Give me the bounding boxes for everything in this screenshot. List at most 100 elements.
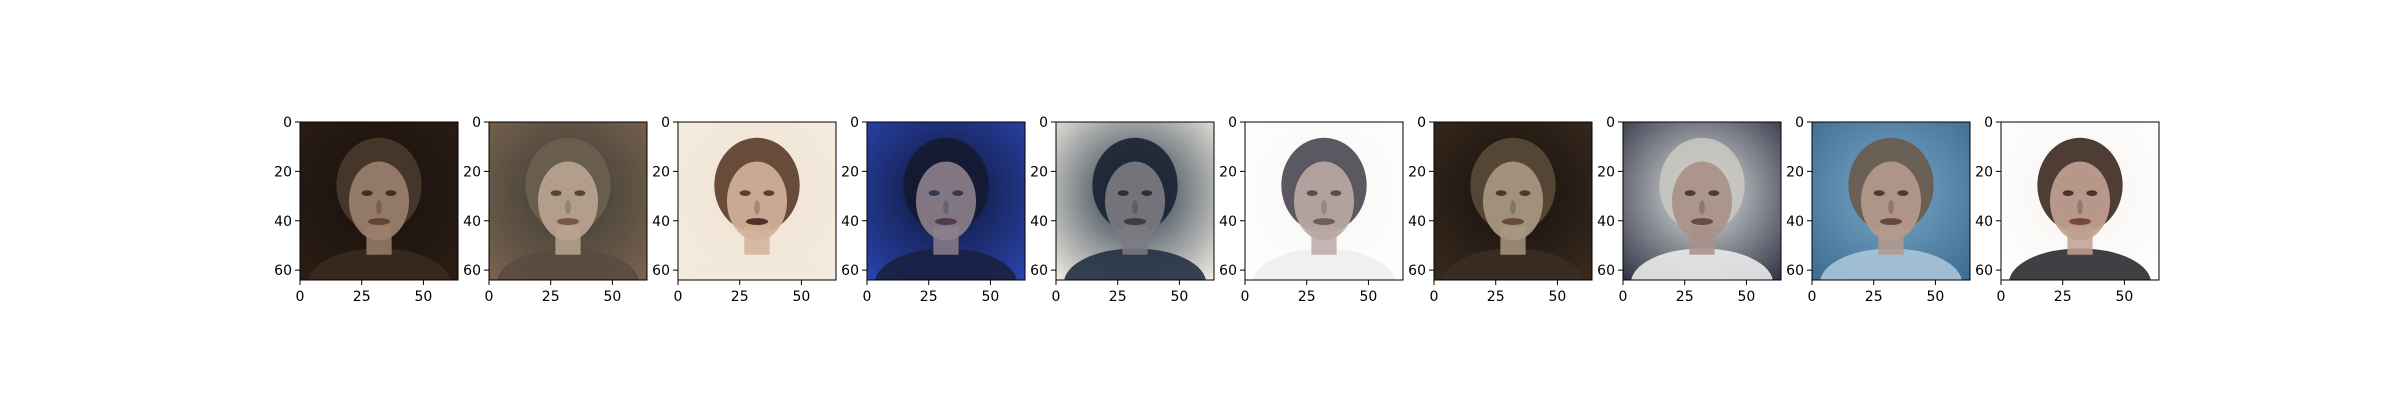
y-tick-label: 0 (850, 115, 859, 131)
x-tick-label: 0 (1808, 289, 1817, 305)
image-panel: 0 25 50 0 20 40 60 (1030, 115, 1215, 305)
x-tick-label: 25 (1676, 289, 1694, 305)
y-tick-label: 60 (1219, 263, 1237, 279)
x-tick-label: 50 (415, 289, 433, 305)
x-tick-label: 25 (1487, 289, 1505, 305)
x-tick-label: 0 (485, 289, 494, 305)
x-tick-label: 25 (1865, 289, 1883, 305)
x-tick-label: 0 (1997, 289, 2006, 305)
x-tick-label: 50 (2116, 289, 2134, 305)
x-tick-label: 25 (731, 289, 749, 305)
y-tick-label: 60 (274, 263, 292, 279)
x-tick-label: 25 (2054, 289, 2072, 305)
generated-face-image (2001, 122, 2159, 280)
y-tick-label: 0 (1039, 115, 1048, 131)
axes-frame (1433, 121, 1593, 281)
generated-face-image (1623, 122, 1781, 280)
x-tick-label: 0 (1430, 289, 1439, 305)
y-tick-label: 0 (283, 115, 292, 131)
y-tick-label: 20 (1219, 164, 1237, 180)
x-tick-label: 50 (793, 289, 811, 305)
y-tick-label: 20 (1975, 164, 1993, 180)
axes-frame (1244, 121, 1404, 281)
x-tick-label: 25 (1109, 289, 1127, 305)
axes-frame (488, 121, 648, 281)
generated-face-image (1812, 122, 1970, 280)
y-tick-label: 60 (1408, 263, 1426, 279)
x-tick-label: 0 (1052, 289, 1061, 305)
x-tick-label: 25 (353, 289, 371, 305)
x-tick-label: 25 (542, 289, 560, 305)
y-tick-label: 20 (1408, 164, 1426, 180)
y-tick-label: 0 (1606, 115, 1615, 131)
axes-frame (1055, 121, 1215, 281)
x-tick-label: 50 (1738, 289, 1756, 305)
y-tick-label: 40 (1786, 214, 1804, 230)
generated-face-image (678, 122, 836, 280)
y-tick-label: 0 (661, 115, 670, 131)
axes-frame (1622, 121, 1782, 281)
generated-face-image (867, 122, 1025, 280)
image-panel: 0 25 50 0 20 40 60 (1786, 115, 1971, 305)
y-tick-label: 40 (1597, 214, 1615, 230)
x-tick-label: 50 (1171, 289, 1189, 305)
y-tick-label: 20 (841, 164, 859, 180)
y-tick-label: 60 (1597, 263, 1615, 279)
y-tick-label: 60 (1975, 263, 1993, 279)
y-tick-label: 20 (652, 164, 670, 180)
axes-frame (1811, 121, 1971, 281)
axes-frame (299, 121, 459, 281)
x-tick-label: 0 (674, 289, 683, 305)
x-tick-label: 0 (1241, 289, 1250, 305)
y-tick-label: 20 (1597, 164, 1615, 180)
generated-face-image (1245, 122, 1403, 280)
y-tick-label: 20 (274, 164, 292, 180)
y-tick-label: 0 (1795, 115, 1804, 131)
x-tick-label: 50 (604, 289, 622, 305)
image-panel: 0 25 50 0 20 40 60 (1219, 115, 1404, 305)
y-tick-label: 40 (1219, 214, 1237, 230)
y-tick-label: 20 (463, 164, 481, 180)
x-tick-label: 0 (296, 289, 305, 305)
y-tick-label: 40 (274, 214, 292, 230)
generated-face-image (300, 122, 458, 280)
image-panel: 0 25 50 0 20 40 60 (463, 115, 648, 305)
y-tick-label: 40 (841, 214, 859, 230)
generated-face-image (1434, 122, 1592, 280)
y-tick-label: 40 (652, 214, 670, 230)
image-panel: 0 25 50 0 20 40 60 (1408, 115, 1593, 305)
axes-frame (2000, 121, 2160, 281)
y-tick-label: 60 (463, 263, 481, 279)
y-tick-label: 60 (1030, 263, 1048, 279)
x-tick-label: 0 (863, 289, 872, 305)
x-tick-label: 25 (920, 289, 938, 305)
y-tick-label: 40 (1408, 214, 1426, 230)
y-tick-label: 0 (1984, 115, 1993, 131)
image-panel: 0 25 50 0 20 40 60 (1975, 115, 2160, 305)
y-tick-label: 0 (1228, 115, 1237, 131)
axes-frame (677, 121, 837, 281)
generated-face-image (1056, 122, 1214, 280)
y-tick-label: 60 (1786, 263, 1804, 279)
image-panel: 0 25 50 0 20 40 60 (652, 115, 837, 305)
y-tick-label: 0 (472, 115, 481, 131)
x-tick-label: 50 (1360, 289, 1378, 305)
image-panel: 0 25 50 0 20 40 60 (274, 115, 459, 305)
axes-frame (866, 121, 1026, 281)
image-panel: 0 25 50 0 20 40 60 (1597, 115, 1782, 305)
y-tick-label: 60 (652, 263, 670, 279)
x-tick-label: 50 (1927, 289, 1945, 305)
x-tick-label: 25 (1298, 289, 1316, 305)
y-tick-label: 20 (1786, 164, 1804, 180)
image-panel: 0 25 50 0 20 40 60 (841, 115, 1026, 305)
generated-face-image (489, 122, 647, 280)
x-tick-label: 50 (982, 289, 1000, 305)
y-tick-label: 0 (1417, 115, 1426, 131)
y-tick-label: 60 (841, 263, 859, 279)
y-tick-label: 40 (1975, 214, 1993, 230)
y-tick-label: 20 (1030, 164, 1048, 180)
x-tick-label: 0 (1619, 289, 1628, 305)
y-tick-label: 40 (463, 214, 481, 230)
y-tick-label: 40 (1030, 214, 1048, 230)
